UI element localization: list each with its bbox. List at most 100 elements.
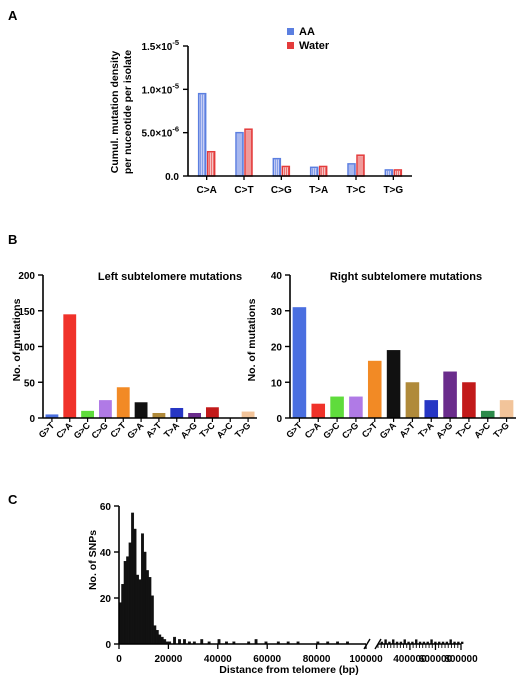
chart-c-bar-right [392,639,395,644]
y-tick-label: 0 [276,414,282,425]
chart-b-left-y-ticks: 0 50 100 150 200 [18,271,43,425]
chart-c-bar [155,630,159,645]
bar-9 [188,412,202,418]
legend-swatch-aa [287,28,294,35]
chart-c-bar [173,636,177,645]
chart-a-x-tick-label: T>G [383,185,403,196]
chart-c-ylabel: No. of SNPs [87,530,99,590]
chart-c-x-tick-label: 40000 [204,654,232,665]
x-tick-label: G>A [125,420,146,441]
chart-c-xlabel: Distance from telomere (bp) [219,664,358,676]
legend-swatch-water [287,42,294,49]
y-tick-label: 50 [24,378,36,389]
x-tick-label: A>C [472,420,492,440]
chart-c-bar [131,512,135,645]
x-tick-label: A>G [434,420,454,440]
x-tick-label: A>T [144,420,164,440]
chart-a-y-tick-label: 1.0×10-5 [141,81,179,96]
chart-a-bars [197,92,403,177]
bar-5 [367,360,382,418]
chart-c-bar [138,579,142,645]
chart-c-x-tick-label: 600000 [419,654,453,665]
chart-c-bar-right [438,641,441,644]
bar-2 [63,314,77,418]
x-tick-label: T>A [416,420,436,440]
chart-c-y-tick-label: 40 [100,548,112,559]
chart-b-left-x-ticks: G>TC>AG>CC>GC>TG>AA>TT>AA>GT>CA>CT>G [37,418,253,441]
x-tick-label: T>G [233,420,253,440]
chart-c-bar-right [453,641,456,644]
chart-c-bar [126,556,130,645]
chart-c-bar-right [380,641,383,644]
chart-a-y-tick-base: 1.0×10 [141,85,172,96]
x-tick-label: G>C [321,420,342,441]
chart-c-bar-right [422,641,426,644]
panel-letter-b: B [8,232,17,247]
chart-a: Cumul. mutation density per nuceotide pe… [109,26,412,196]
chart-c-bar-right [457,641,460,644]
chart-b-left: Left subtelomere mutations No. of mutati… [11,271,257,441]
chart-c: No. of SNPs Distance from telomere (bp) … [87,502,478,676]
bar-9 [443,371,457,418]
x-tick-label: C>A [303,420,323,440]
chart-b-left-ylabel: No. of mutations [11,298,23,381]
chart-a-y-tick-exponent: -5 [172,38,179,47]
x-tick-label: T>G [491,420,511,440]
chart-c-bar-right [445,641,449,644]
bar-12 [241,411,255,418]
legend-label-water: Water [299,40,330,52]
y-tick-label: 100 [18,343,35,354]
chart-c-bar [123,561,127,645]
panel-letter-c: C [8,492,18,507]
x-tick-label: T>C [198,420,218,440]
chart-c-bar-right [399,641,403,644]
chart-c-bar-right [384,639,387,644]
bar-1 [45,414,59,418]
chart-c-bar-right [411,641,414,644]
x-tick-label: A>T [398,420,418,440]
chart-c-axis-break-left [363,638,371,650]
bar-4 [349,396,363,418]
chart-c-bar [145,570,149,645]
x-tick-label: G>T [37,420,57,440]
y-tick-label: 10 [271,378,283,389]
chart-c-bar [150,595,154,645]
chart-c-x-tick-label: 100000 [349,654,383,665]
chart-a-x-tick-label: C>A [197,185,217,196]
chart-a-y-ticks: 0.05.0×10-61.0×10-51.5×10-5 [141,38,188,183]
chart-c-bar-right [415,639,418,644]
bar-10 [462,382,476,418]
chart-c-bar [128,542,132,645]
chart-c-x-tick-label: 400000 [393,654,427,665]
chart-c-y-tick-label: 60 [100,502,112,513]
chart-c-bar-right [426,641,429,644]
chart-c-x-tick-label: 60000 [253,654,281,665]
y-tick-label: 30 [271,307,283,318]
chart-a-y-tick-exponent: -5 [172,81,179,90]
chart-c-bars [118,512,464,645]
x-tick-label: T>A [162,420,182,440]
chart-c-y-tick-label: 20 [100,594,112,605]
chart-c-bar [143,551,147,645]
chart-c-x-ticks: 0 20000 40000 60000 80000 100000 4000006000008… [116,644,478,665]
y-tick-label: 150 [18,307,35,318]
bar-3 [330,396,344,418]
chart-c-bar-right [434,641,437,644]
x-tick-label: G>A [378,420,399,441]
chart-b-right: Right subtelomere mutations No. of mutat… [246,271,516,441]
chart-a-x-tick-label: T>C [346,185,365,196]
chart-a-x-tick-label: C>T [234,185,253,196]
x-tick-label: C>G [89,420,109,440]
chart-a-y-tick-base: 0.0 [165,172,179,183]
bar-12 [499,400,514,418]
chart-b-right-ylabel: No. of mutations [246,298,258,381]
x-tick-label: A>G [179,420,199,440]
chart-c-bar [141,533,144,645]
chart-c-x-tick-label: 80000 [303,654,331,665]
chart-c-bar [160,636,164,645]
chart-b-right-x-ticks: G>TC>AG>CC>G C>TG>A A>T T>AA>G T>CA>C T>G [284,418,511,441]
bar-7 [405,382,420,418]
bar-5 [116,387,130,418]
chart-b-left-bars [45,314,255,418]
